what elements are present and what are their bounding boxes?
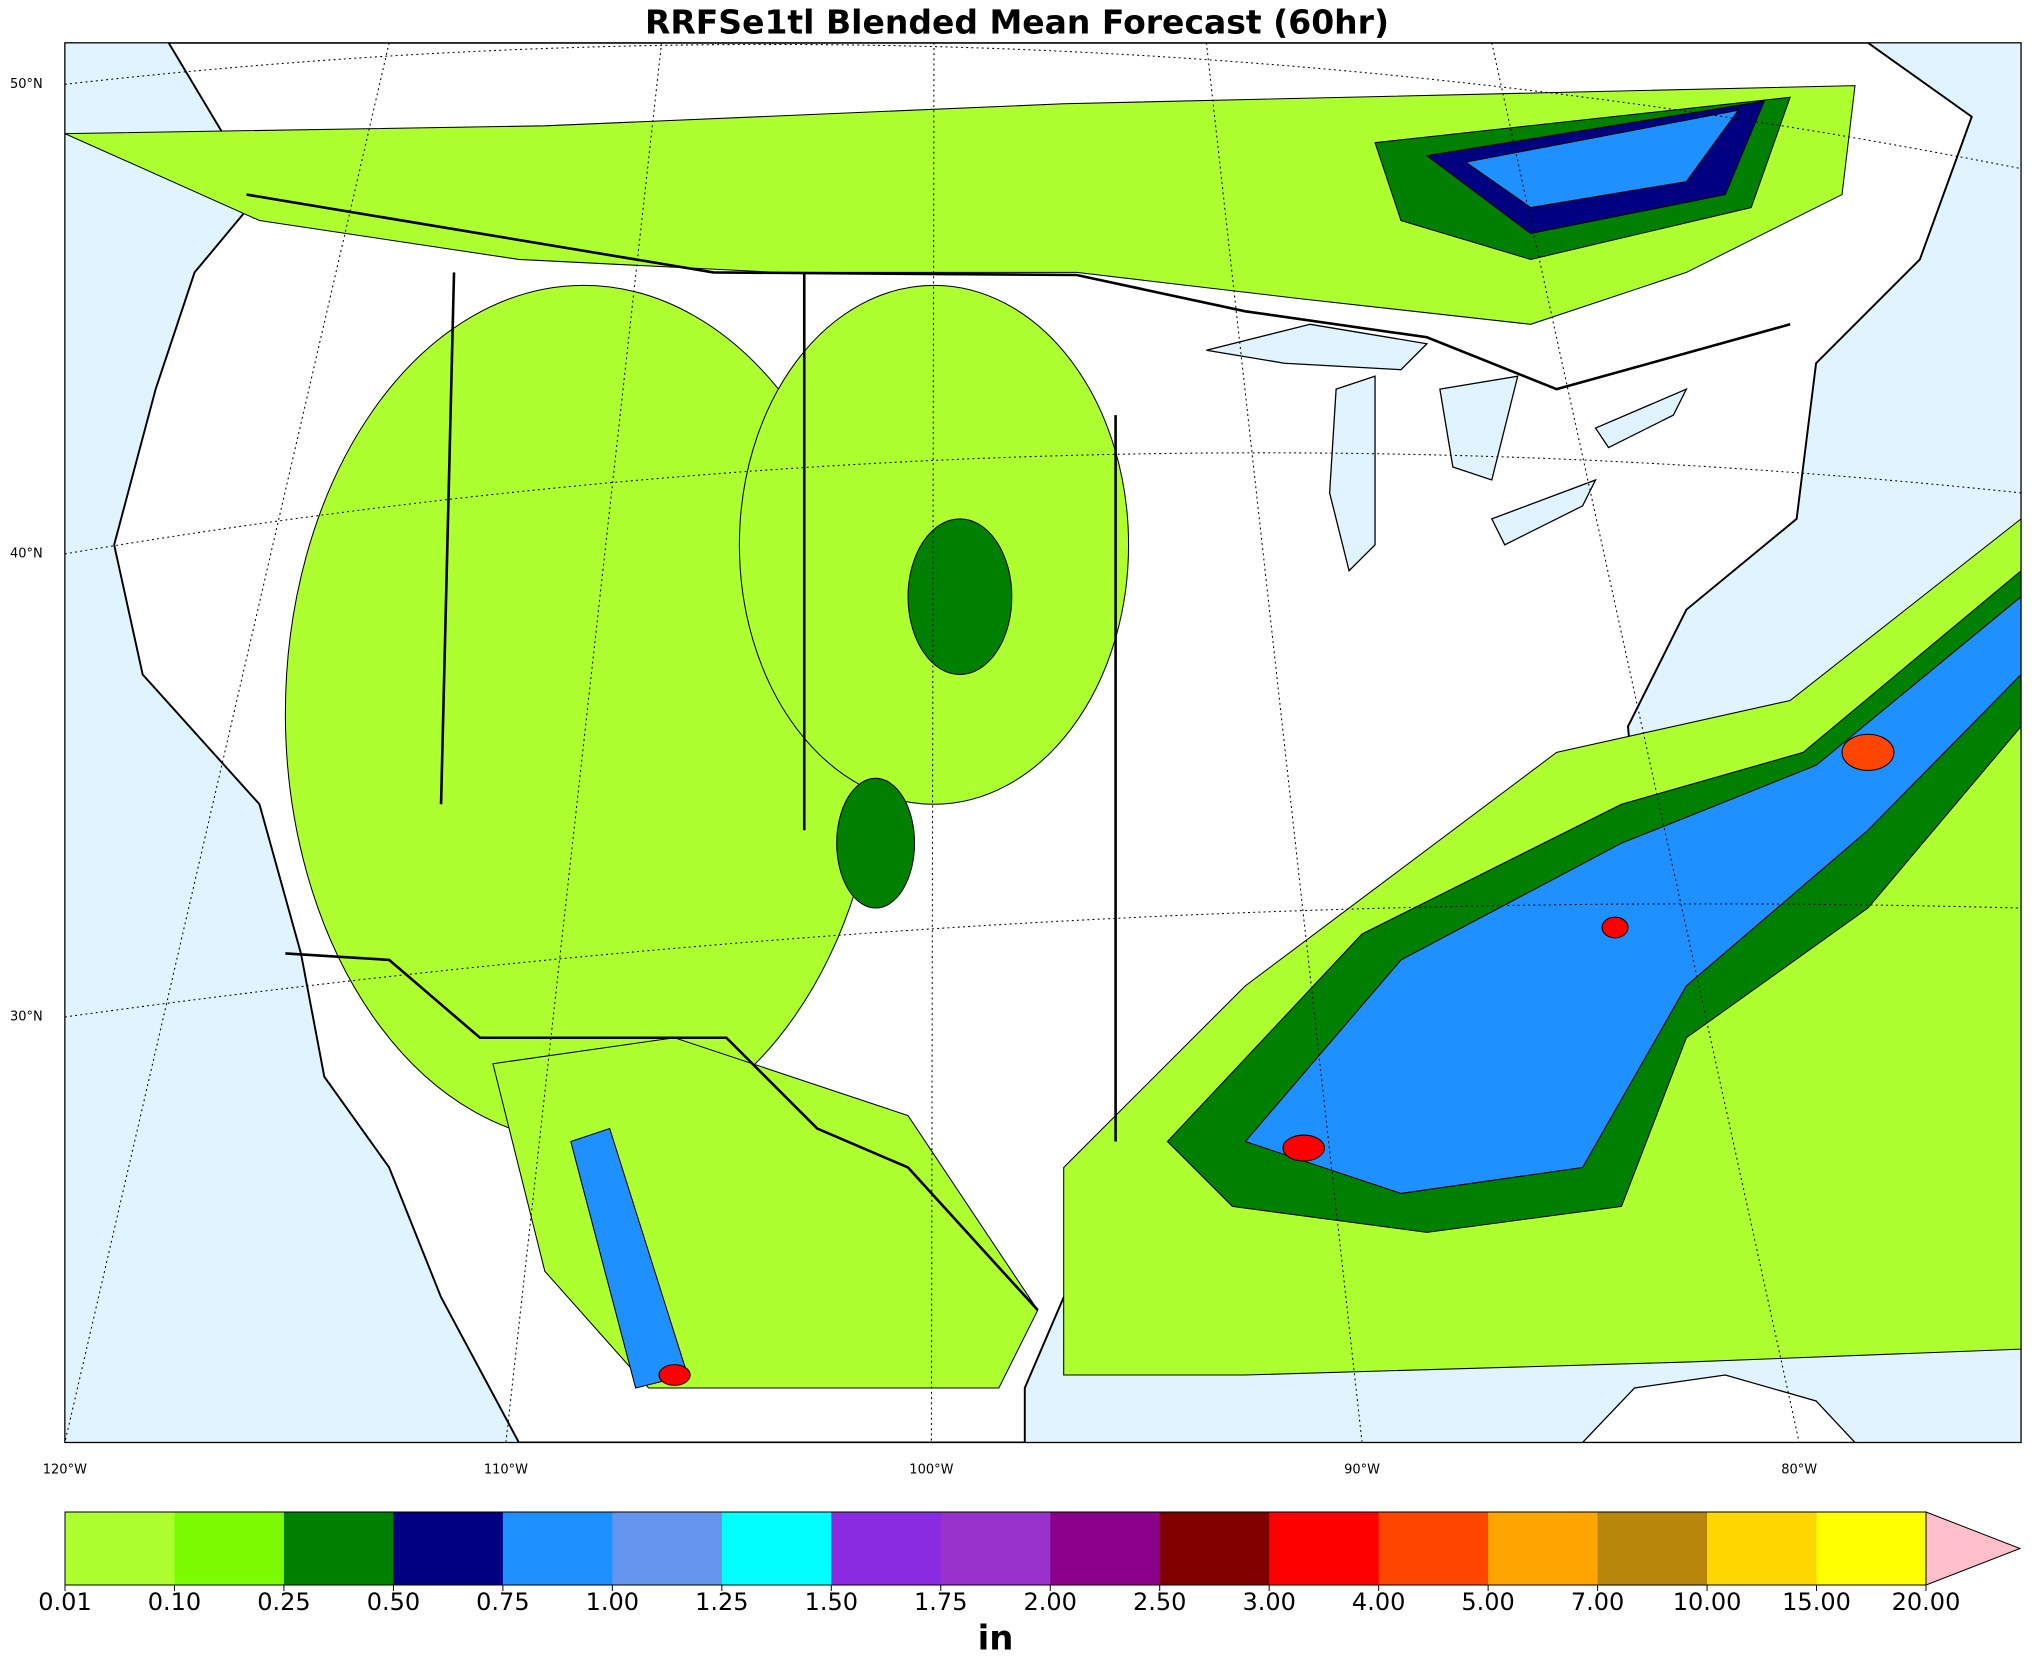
- colorbar-tick-label: 1.25: [695, 1588, 748, 1616]
- colorbar-box: [612, 1512, 723, 1585]
- colorbar-box: [65, 1512, 175, 1585]
- colorbar-tick-label: 0.25: [257, 1588, 310, 1616]
- colorbar-tick-label: 1.50: [805, 1588, 858, 1616]
- lon-label: 120°W: [43, 1463, 87, 1478]
- lon-label: 100°W: [909, 1463, 953, 1478]
- colorbar-box: [174, 1512, 285, 1585]
- colorbar-tick-label: 2.50: [1133, 1588, 1186, 1616]
- colorbar-tick-label: 4.00: [1352, 1588, 1405, 1616]
- colorbar-box: [831, 1512, 942, 1585]
- colorbar-tick-label: 0.01: [38, 1588, 91, 1616]
- colorbar-box: [940, 1512, 1051, 1585]
- colorbar-box: [502, 1512, 613, 1585]
- colorbar-box: [1159, 1512, 1270, 1585]
- cuba: [1581, 1374, 1856, 1443]
- colorbar-box: [283, 1512, 394, 1585]
- colorbar-tick-label: 7.00: [1571, 1588, 1624, 1616]
- great-lakes: [1206, 323, 1688, 573]
- colorbar-box: [1816, 1512, 1927, 1585]
- colorbar-box: [1488, 1512, 1599, 1585]
- colorbar-box: [393, 1512, 504, 1585]
- colorbar-tick-label: 15.00: [1782, 1588, 1851, 1616]
- colorbar-box: [1269, 1512, 1380, 1585]
- colorbar-tick-label: 0.50: [367, 1588, 420, 1616]
- colorbar-tick-label: 0.75: [476, 1588, 529, 1616]
- colorbar-tick-label: 3.00: [1242, 1588, 1295, 1616]
- map-frame: [64, 42, 2022, 1444]
- lat-label: 50°N: [10, 77, 43, 92]
- map: [64, 42, 2022, 1444]
- colorbar-tick-label: 5.00: [1461, 1588, 1514, 1616]
- colorbar-tick-label: 1.75: [914, 1588, 967, 1616]
- lat-label: 40°N: [10, 546, 43, 561]
- lon-label: 110°W: [484, 1463, 528, 1478]
- colorbar-box: [1050, 1512, 1161, 1585]
- colorbar-tick-label: 2.00: [1024, 1588, 1077, 1616]
- colorbar-box: [721, 1512, 832, 1585]
- colorbar-extend: [1925, 1511, 2022, 1586]
- colorbar-box: [1378, 1512, 1489, 1585]
- lat-label: 30°N: [10, 1010, 43, 1025]
- colorbar-frame: [64, 1511, 1927, 1586]
- colorbar-box: [1597, 1512, 1708, 1585]
- colorbar-tick-label: 10.00: [1673, 1588, 1742, 1616]
- graticule: [64, 42, 2022, 1443]
- colorbar-tick-label: 0.10: [148, 1588, 201, 1616]
- colorbar-box: [1707, 1512, 1818, 1585]
- colorbar-label: in: [978, 1619, 1014, 1659]
- colorbar-tick-label: 1.00: [586, 1588, 639, 1616]
- precipitation: [64, 85, 2022, 1389]
- lon-label: 90°W: [1344, 1463, 1380, 1478]
- borders: [246, 193, 1791, 1312]
- lon-label: 80°W: [1781, 1463, 1817, 1478]
- colorbar-tick-label: 20.00: [1892, 1588, 1961, 1616]
- title: RRFSe1tl Blended Mean Forecast (60hr): [645, 3, 1389, 42]
